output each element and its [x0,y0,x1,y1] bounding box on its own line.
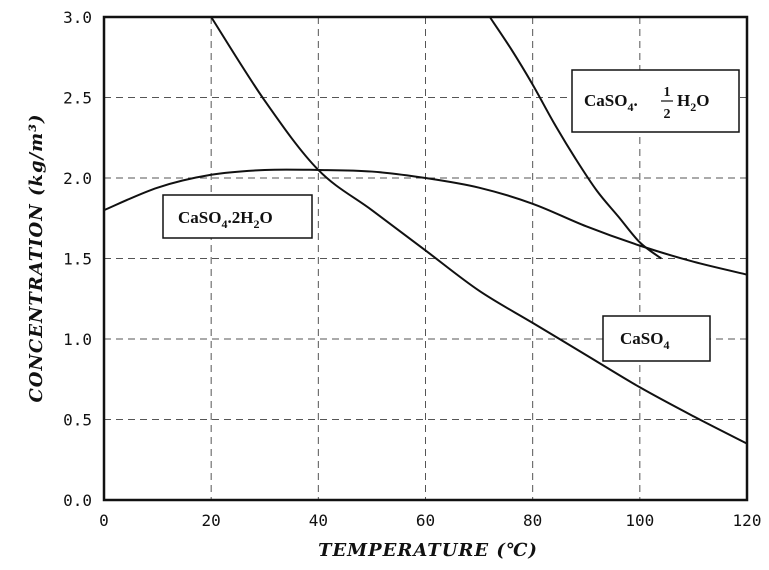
y-tick-label: 2.0 [63,169,92,188]
y-tick-label: 0.0 [63,491,92,510]
label-hemihydrate-text: CaSO4. [584,91,638,114]
y-tick-label: 0.5 [63,411,92,430]
x-tick-label: 60 [416,511,435,530]
series-curves [103,16,748,445]
label-anhydrite-box [602,315,711,362]
y-tick-label: 1.5 [63,250,92,269]
x-tick-label: 120 [733,511,762,530]
series-line-0 [103,168,748,276]
grid-lines [104,17,747,500]
label-hemihydrate-box [571,69,740,133]
label-anhydrite: CaSO4 [602,315,711,362]
x-tick-label: 80 [523,511,542,530]
x-tick-label: 100 [625,511,654,530]
label-anhydrite-text: CaSO4 [620,329,669,352]
label-hemihydrate: CaSO4. 1 2 H2O [571,69,740,133]
fraction-denominator: 2 [664,107,671,122]
label-dihydrate-text: CaSO4.2H2O [178,208,273,231]
y-tick-label: 2.5 [63,89,92,108]
x-tick-label: 20 [202,511,221,530]
x-tick-label: 40 [309,511,328,530]
label-hemihydrate-water: H2O [677,91,709,114]
series-line-1 [210,16,748,445]
series-line-2 [488,16,662,260]
y-tick-label: 3.0 [63,8,92,27]
x-axis-title: TEMPERATURE (℃) [318,540,538,561]
y-tick-label: 1.0 [63,330,92,349]
y-axis-title: CONCENTRATION (kg/m³) [26,113,47,402]
plot-frame [102,15,749,502]
label-dihydrate-box [162,194,313,239]
tick-labels: 0 20 40 60 80 100 120 0.0 0.5 1.0 1.5 2.0 2.5 3.0 [63,8,761,530]
fraction-numerator: 1 [664,85,671,100]
label-dihydrate: CaSO4.2H2O [162,194,313,239]
x-tick-label: 0 [99,511,109,530]
